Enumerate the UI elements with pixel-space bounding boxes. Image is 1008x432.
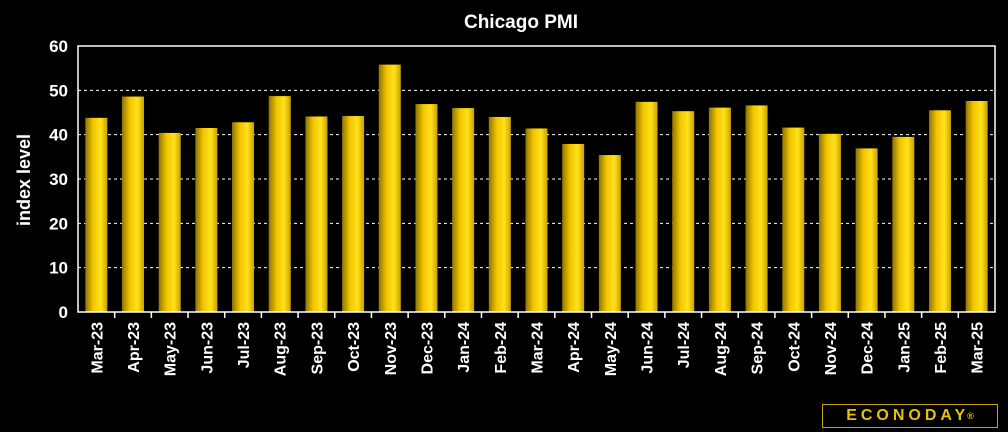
econoday-logo: ECONODAY ® bbox=[822, 404, 998, 428]
axes bbox=[77, 45, 996, 318]
x-tick-label: Apr-23 bbox=[126, 322, 143, 373]
bar-Jun-23 bbox=[195, 128, 218, 312]
x-tick-label: Jun-24 bbox=[640, 322, 657, 374]
x-tick-label: Aug-24 bbox=[713, 322, 730, 376]
x-tick-label: Oct-24 bbox=[786, 322, 803, 372]
x-tick-label: Mar-25 bbox=[970, 322, 987, 374]
bars bbox=[85, 64, 988, 313]
bar-Mar-23 bbox=[85, 117, 108, 312]
x-tick-label: Sep-24 bbox=[750, 322, 767, 375]
y-tick-label: 30 bbox=[49, 170, 68, 189]
bar-Mar-24 bbox=[525, 128, 548, 312]
x-tick-label: Jul-24 bbox=[676, 322, 693, 368]
x-tick-label: Jan-24 bbox=[456, 322, 473, 373]
y-tick-label: 20 bbox=[49, 214, 68, 233]
x-tick-label: May-23 bbox=[163, 322, 180, 376]
x-tick-label: Sep-23 bbox=[309, 322, 326, 375]
x-tick-label: Mar-23 bbox=[89, 322, 106, 374]
x-tick-label: Nov-23 bbox=[383, 322, 400, 375]
x-tick-label: Jul-23 bbox=[236, 322, 253, 368]
bar-Sep-24 bbox=[745, 105, 768, 312]
bar-May-23 bbox=[158, 132, 181, 312]
x-tick-label: Jun-23 bbox=[199, 322, 216, 374]
bar-Jul-23 bbox=[232, 122, 255, 313]
bar-Sep-23 bbox=[305, 116, 328, 313]
x-tick-label: Apr-24 bbox=[566, 322, 583, 373]
bar-Apr-23 bbox=[122, 96, 145, 312]
bar-May-24 bbox=[598, 155, 621, 312]
x-tick-label: Dec-24 bbox=[860, 322, 877, 375]
y-axis-label: index level bbox=[14, 134, 34, 226]
x-tick-label: Nov-24 bbox=[823, 322, 840, 375]
x-tick-label: Jan-25 bbox=[896, 322, 913, 373]
chart-title: Chicago PMI bbox=[464, 12, 578, 33]
x-tick-label: Mar-24 bbox=[530, 322, 547, 374]
x-tick-label: May-24 bbox=[603, 322, 620, 376]
x-tick-label: Feb-24 bbox=[493, 322, 510, 374]
brand-name: ECONODAY bbox=[846, 407, 970, 424]
y-tick-label: 40 bbox=[49, 126, 68, 145]
y-tick-label: 0 bbox=[59, 303, 68, 322]
bar-Mar-25 bbox=[965, 100, 988, 313]
bar-Oct-24 bbox=[782, 127, 805, 312]
bar-Aug-23 bbox=[268, 96, 291, 312]
y-tick-label: 60 bbox=[49, 37, 68, 56]
bar-Apr-24 bbox=[562, 143, 585, 312]
y-tick-label: 10 bbox=[49, 259, 68, 278]
x-tick-label: Aug-23 bbox=[273, 322, 290, 376]
bar-Feb-25 bbox=[928, 110, 951, 313]
y-tick-labels: 0 10 20 30 40 50 60 bbox=[49, 37, 68, 322]
brand-mark: ® bbox=[967, 411, 974, 421]
x-tick-label: Oct-23 bbox=[346, 322, 363, 372]
x-tick-label: Dec-23 bbox=[419, 322, 436, 375]
bar-Dec-23 bbox=[415, 104, 438, 313]
bar-Feb-24 bbox=[488, 116, 511, 312]
bar-Jul-24 bbox=[672, 111, 695, 312]
bar-Oct-23 bbox=[342, 116, 365, 313]
bar-Dec-24 bbox=[855, 148, 878, 312]
y-tick-label: 50 bbox=[49, 81, 68, 100]
bar-Jan-24 bbox=[452, 108, 475, 312]
bar-Nov-23 bbox=[378, 64, 401, 313]
x-tick-labels: Mar-23 Apr-23 May-23 Jun-23 Jul-23 Aug-23 Sep-… bbox=[89, 322, 986, 376]
bar-Jan-25 bbox=[892, 136, 915, 312]
plot-frame bbox=[77, 45, 996, 313]
x-tick-label: Feb-25 bbox=[933, 322, 950, 374]
bar-Jun-24 bbox=[635, 101, 658, 312]
bar-Aug-24 bbox=[708, 107, 731, 312]
bar-Nov-24 bbox=[818, 133, 841, 312]
